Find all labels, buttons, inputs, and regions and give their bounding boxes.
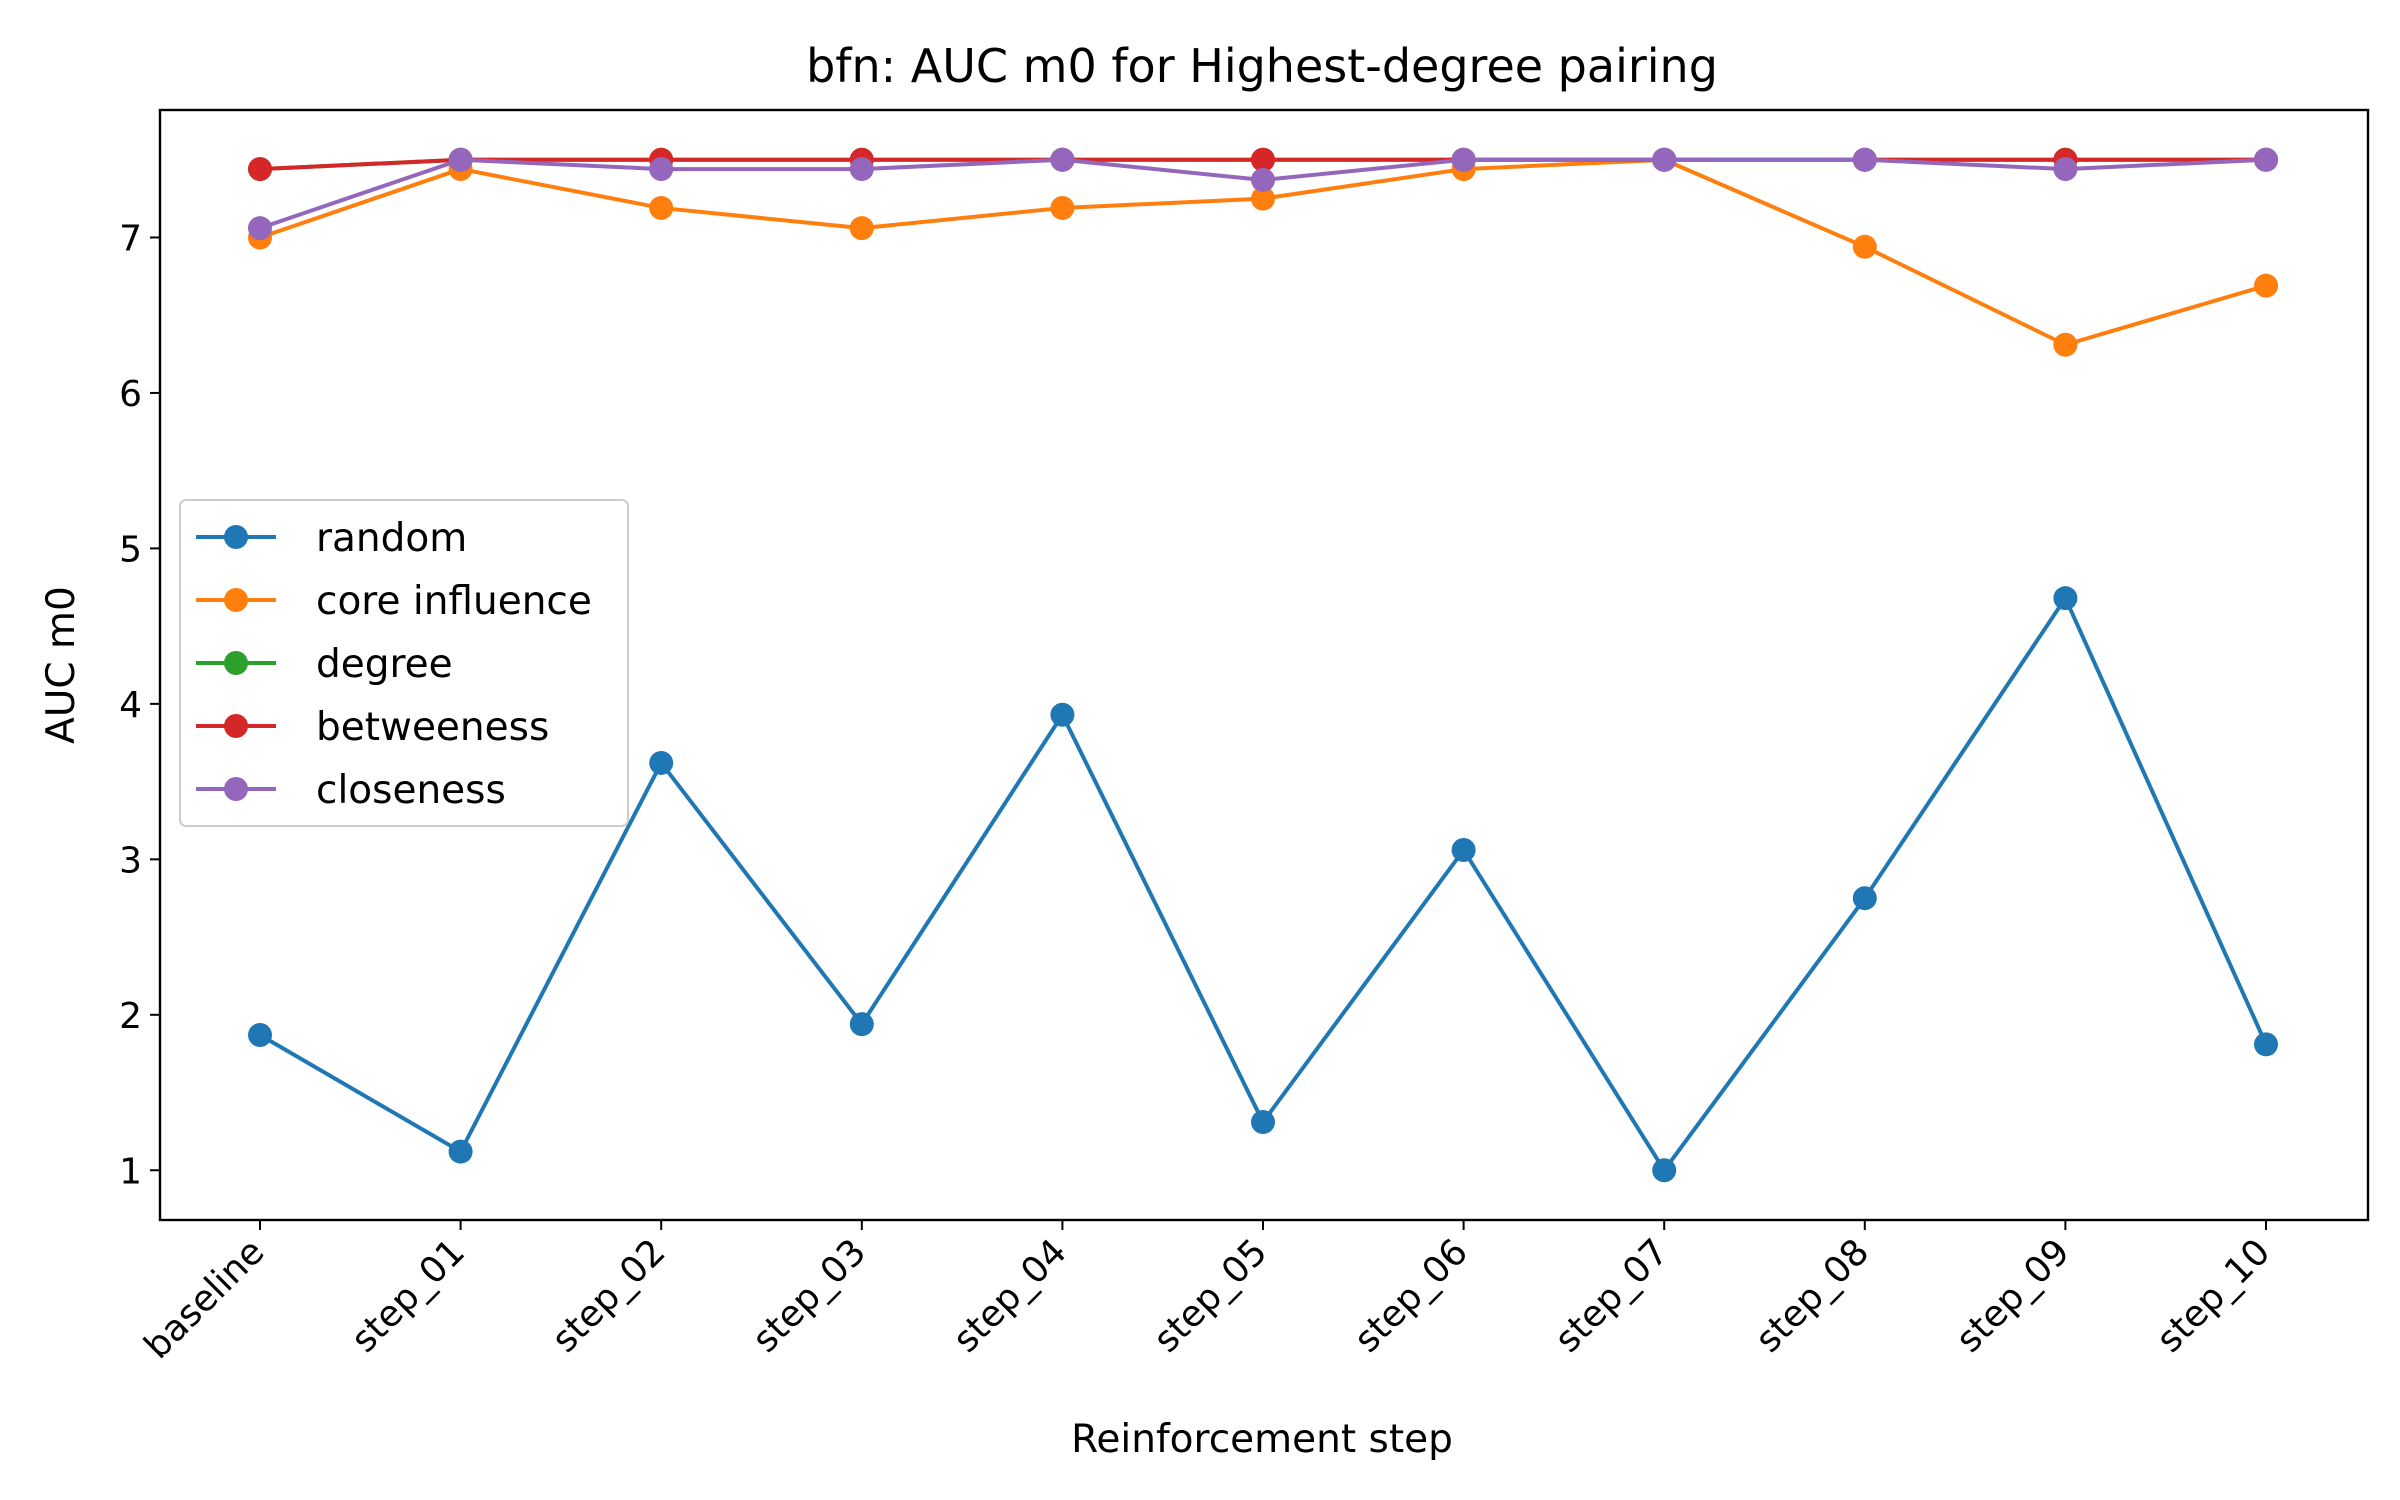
y-tick-label: 4 [119,685,142,726]
y-tick-label: 5 [119,529,142,570]
data-point [2254,1032,2278,1057]
legend-label: closeness [316,768,506,813]
y-tick-label: 6 [119,374,142,415]
legend-item: degree [196,642,453,687]
data-point [1652,1158,1677,1183]
data-point [248,1023,272,1047]
data-point [248,216,272,241]
series-random [248,586,2278,1183]
legend-marker [224,588,248,612]
data-point [1852,234,1877,259]
chart-title: bfn: AUC m0 for Highest-degree pairing [806,39,1718,93]
legend-marker [224,714,248,738]
y-axis: 1 2 3 4 5 6 7 [119,218,160,1192]
data-point [248,157,272,182]
data-point [2053,586,2078,611]
legend-label: degree [316,642,453,687]
y-axis-title: AUC m0 [39,586,84,744]
legend-item: core influence [196,579,592,624]
y-tick-label: 7 [119,218,142,259]
legend-frame [179,499,629,827]
data-point [1050,147,1075,172]
legend-label: random [316,516,467,561]
data-point [1451,838,1476,862]
data-point [2053,157,2078,182]
series-closeness [248,147,2278,241]
data-point [1451,147,1476,172]
data-point [649,750,674,775]
data-point [2254,147,2278,172]
legend-item: random [196,516,467,561]
data-point [849,216,874,241]
x-axis-title: Reinforcement step [1071,1417,1453,1462]
legend-marker [224,525,248,549]
data-point [1050,702,1075,727]
y-tick-label: 2 [119,996,142,1037]
series-layer [248,147,2278,1183]
legend-item: closeness [196,768,506,813]
y-tick-label: 3 [119,840,142,881]
data-point [2254,273,2278,298]
legend-marker [224,651,248,675]
legend-label: core influence [316,579,592,624]
data-point [1251,147,1275,172]
legend-marker [224,777,248,801]
data-point [1251,186,1275,211]
data-point [649,157,674,182]
data-point [649,195,674,220]
legend: random core influence degree betweeness clos… [179,499,629,827]
data-point [849,1012,874,1037]
data-point [448,147,473,172]
data-point [1050,195,1075,220]
legend-item: betweeness [196,705,549,750]
y-tick-label: 1 [119,1151,142,1192]
data-point [1652,147,1677,172]
data-point [849,157,874,182]
data-point [448,1139,473,1164]
data-point [1251,167,1275,192]
data-point [1852,147,1877,172]
data-point [1852,886,1877,911]
legend-label: betweeness [316,705,549,750]
data-point [1251,1110,1275,1135]
data-point [2053,332,2078,357]
